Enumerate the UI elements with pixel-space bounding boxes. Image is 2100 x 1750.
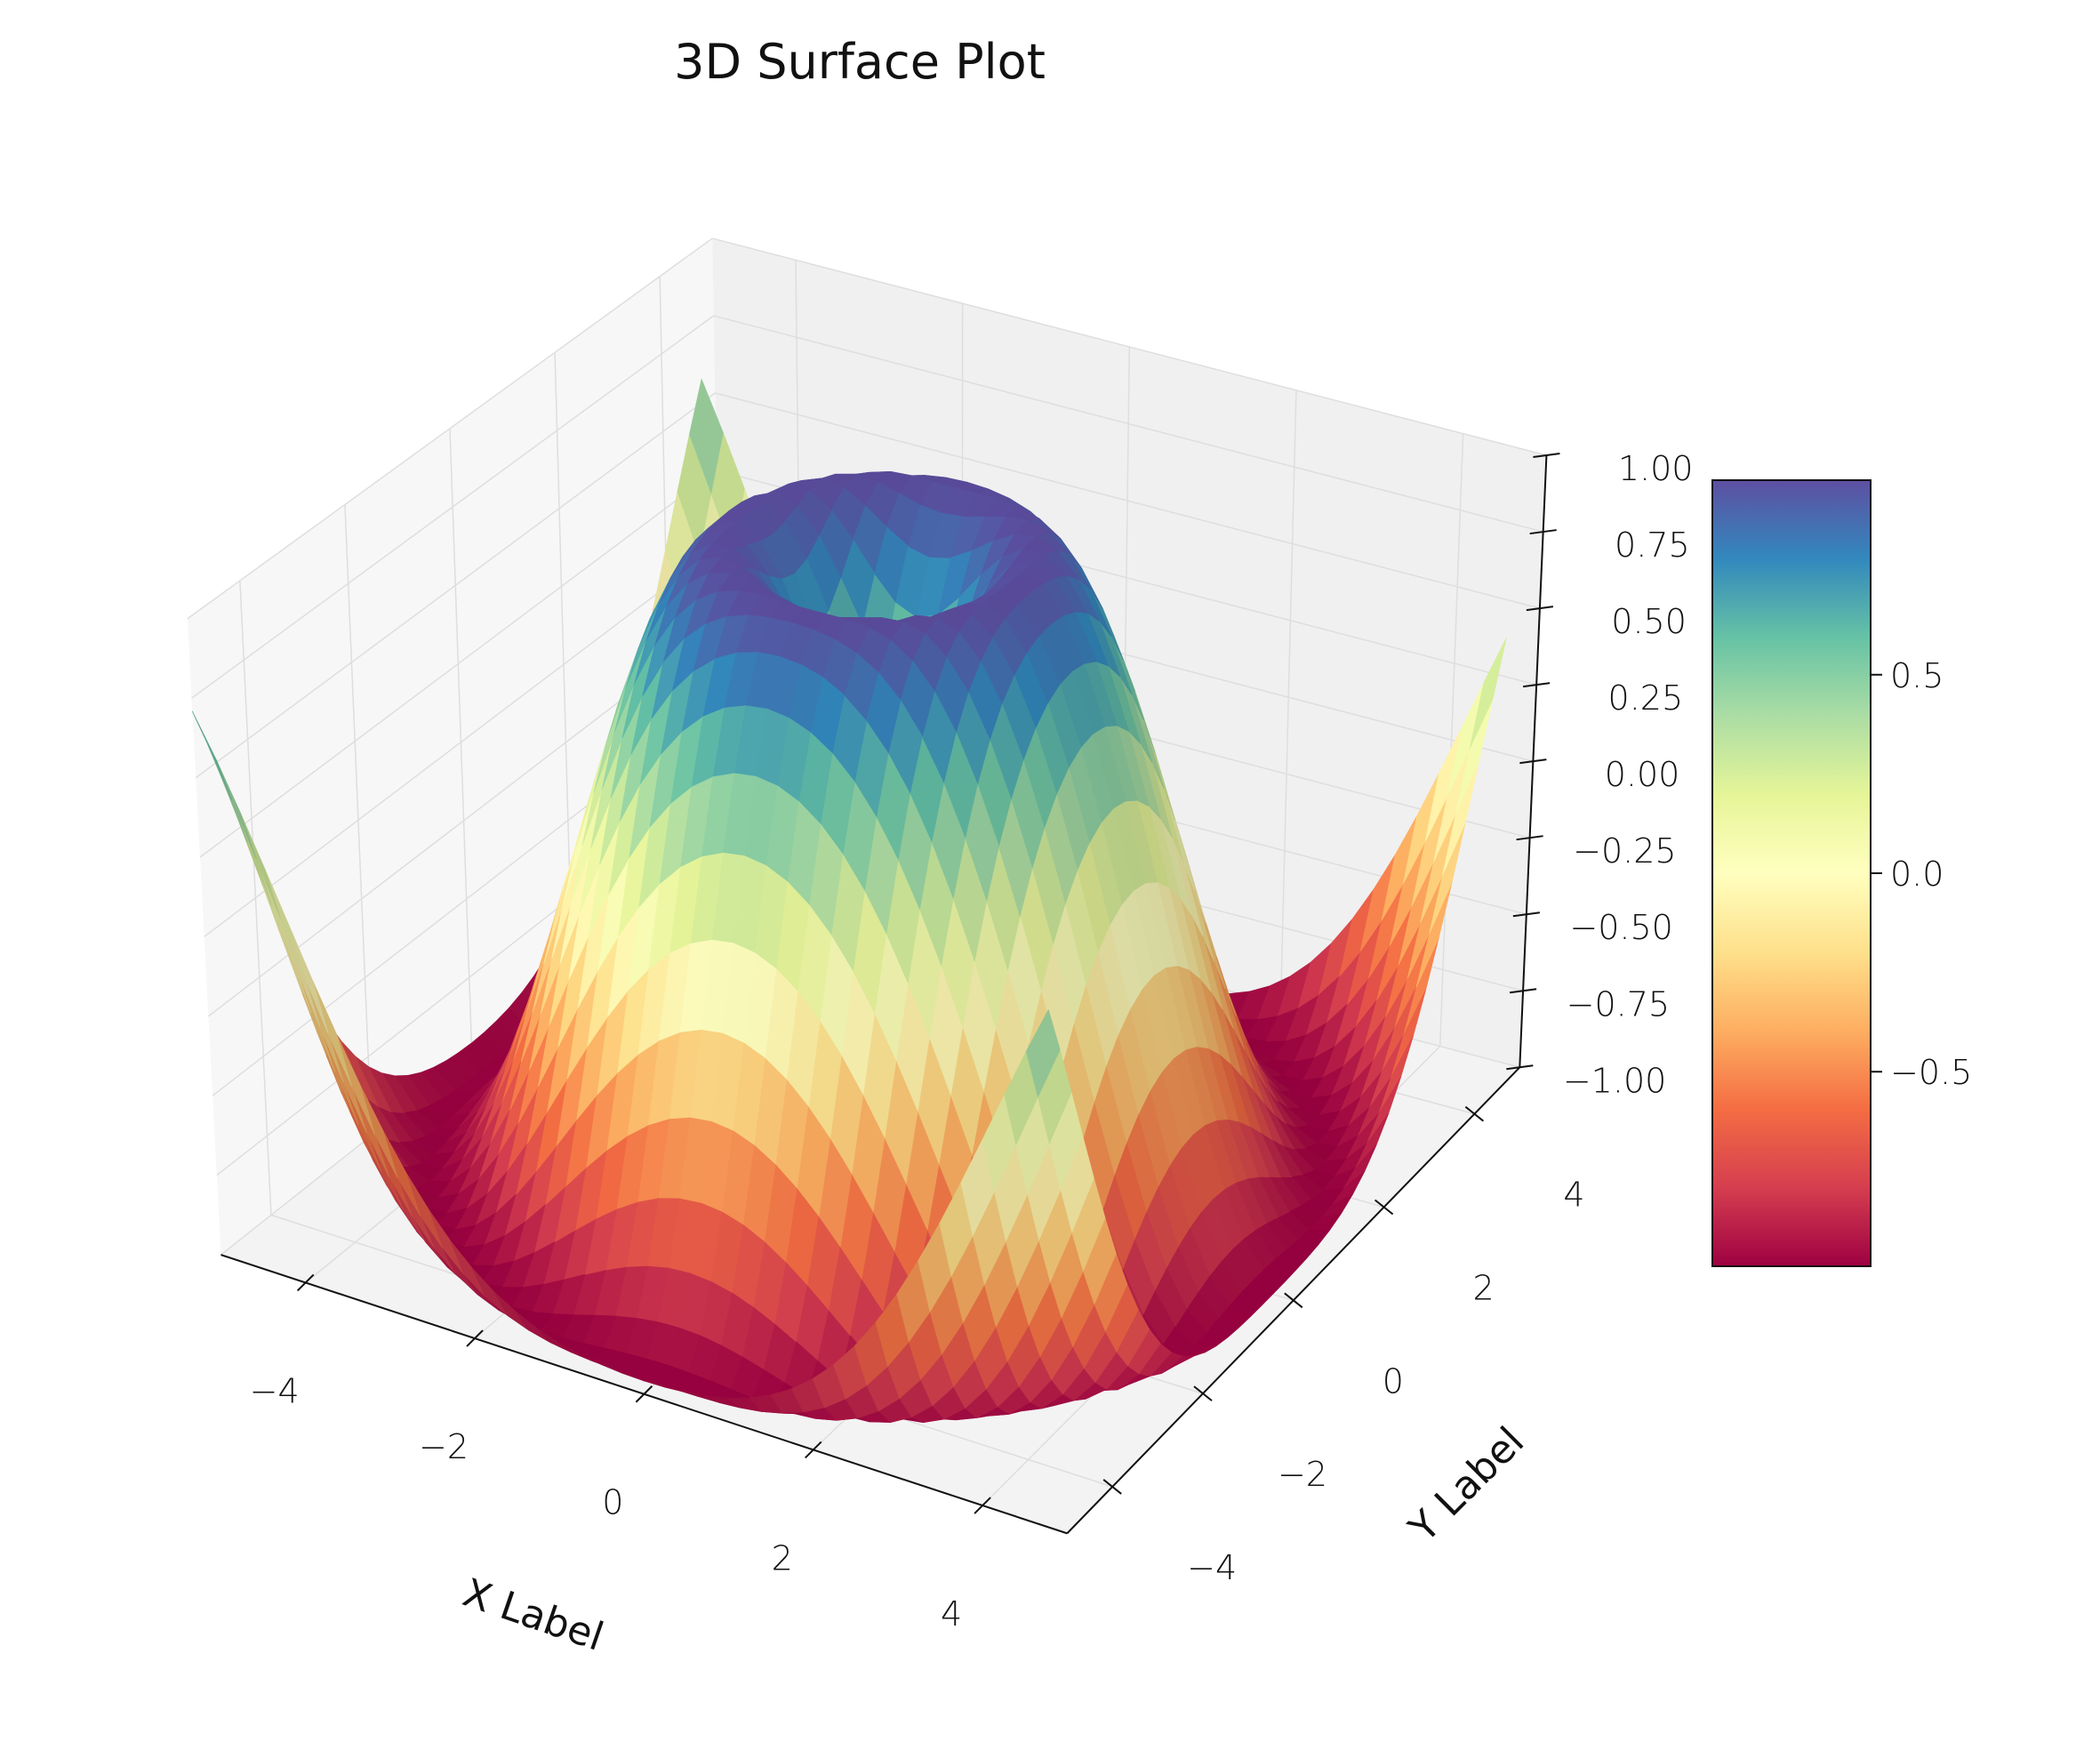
y-tick — [1193, 1385, 1213, 1401]
y-axis-label: Y Label — [1400, 1418, 1534, 1552]
x-tick-label: 4 — [941, 1594, 962, 1634]
y-tick — [1374, 1199, 1394, 1216]
y-tick-label: 4 — [1563, 1176, 1584, 1215]
z-tick — [1523, 682, 1551, 688]
z-tick-label: 0.75 — [1615, 526, 1690, 565]
y-tick — [1464, 1105, 1485, 1122]
x-tick-label: −2 — [419, 1427, 469, 1466]
y-tick-label: 2 — [1473, 1269, 1495, 1308]
z-tick — [1509, 988, 1537, 994]
z-tick — [1526, 606, 1554, 612]
chart-title: 3D Surface Plot — [674, 34, 1046, 90]
axis-lines — [220, 453, 1560, 1535]
x-tick — [974, 1497, 991, 1514]
x-axis-label: X Label — [457, 1570, 609, 1660]
grid-line — [715, 392, 1541, 609]
colorbar-tick-label: 0.0 — [1890, 855, 1944, 894]
x-tick — [466, 1329, 484, 1347]
x-tick-label: 0 — [602, 1483, 623, 1522]
z-tick-label: −0.75 — [1567, 984, 1670, 1024]
grid-line — [713, 315, 1543, 533]
colorbar-tick-label: 0.5 — [1890, 656, 1944, 695]
x-tick — [635, 1385, 653, 1403]
x-tick — [296, 1273, 315, 1292]
grid-line — [191, 315, 715, 699]
x-tick-label: −4 — [250, 1371, 300, 1410]
z-tick — [1512, 911, 1540, 918]
z-tick-label: 0.50 — [1611, 602, 1687, 641]
y-tick — [1102, 1479, 1122, 1495]
z-tick — [1506, 1064, 1534, 1071]
y-tick — [1284, 1292, 1303, 1309]
z-tick — [1516, 835, 1543, 841]
grid-line — [712, 237, 1547, 456]
grid-line — [199, 470, 717, 858]
z-tick — [1529, 529, 1557, 535]
x-tick-label: 2 — [772, 1538, 793, 1577]
z-tick-label: −1.00 — [1563, 1061, 1666, 1100]
surface-face — [191, 710, 233, 800]
surface-face — [1026, 1009, 1061, 1097]
colorbar-gradient — [1711, 479, 1872, 1267]
x-tick — [805, 1441, 822, 1459]
colorbar-tick-label: −0.5 — [1890, 1053, 1972, 1092]
y-tick-label: 0 — [1383, 1361, 1404, 1401]
z-tick-label: 0.00 — [1605, 755, 1680, 794]
z-tick — [1519, 759, 1547, 765]
y-tick-label: −2 — [1278, 1455, 1327, 1494]
colorbar: −0.5 0.0 0.5 — [1711, 479, 1972, 1267]
z-tick — [1533, 453, 1560, 459]
tick-labels: −4 −2 0 2 4 −4 −2 0 2 4 −1.00 −0.75 −0.50 −0.25 0.00 0.… — [250, 449, 1694, 1634]
surface — [191, 379, 1507, 1423]
grid-line — [204, 547, 718, 938]
grid-line — [195, 392, 716, 779]
surface-face — [689, 379, 724, 494]
z-tick-label: 1.00 — [1618, 449, 1694, 488]
z-tick-label: 0.25 — [1608, 678, 1684, 718]
surface-face — [1470, 638, 1507, 749]
z-tick-label: −0.25 — [1573, 831, 1676, 871]
y-tick-label: −4 — [1187, 1548, 1237, 1587]
surface-face — [866, 672, 902, 753]
grid-line — [187, 237, 713, 620]
z-tick-label: −0.50 — [1569, 908, 1672, 947]
